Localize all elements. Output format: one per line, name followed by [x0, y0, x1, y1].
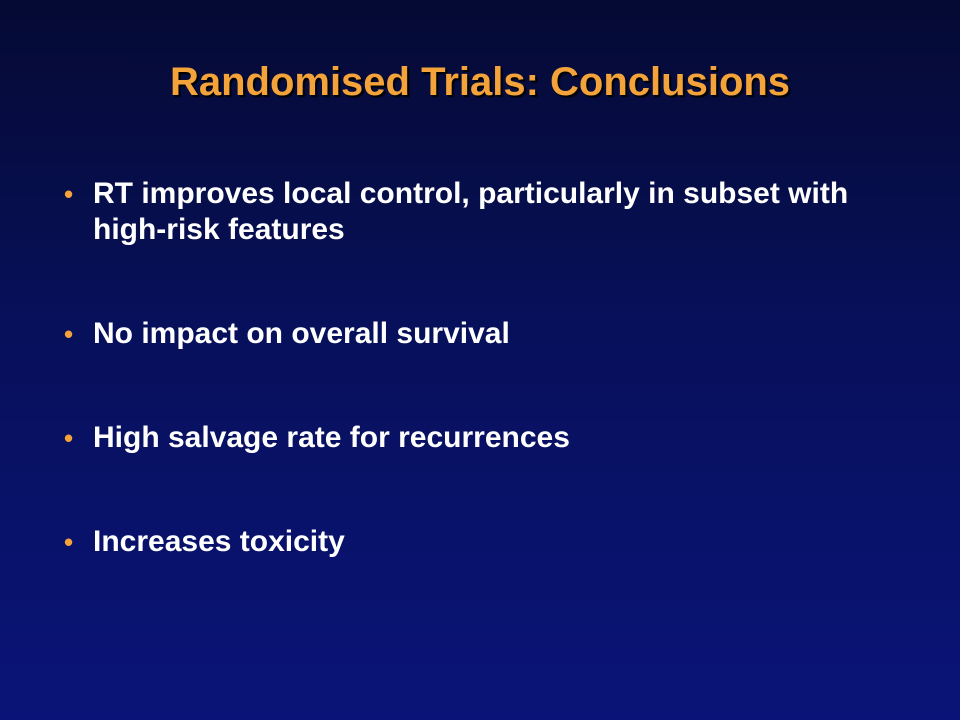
- bullet-item: • Increases toxicity: [64, 524, 904, 560]
- bullet-icon: •: [64, 423, 74, 453]
- bullet-text: Increases toxicity: [93, 525, 345, 558]
- bullet-item: • RT improves local control, particularl…: [64, 176, 904, 248]
- bullet-list: • RT improves local control, particularl…: [64, 176, 904, 628]
- bullet-text: High salvage rate for recurrences: [93, 421, 570, 454]
- slide-title: Randomised Trials: Conclusions: [169, 60, 791, 104]
- bullet-icon: •: [64, 179, 74, 209]
- bullet-item: • High salvage rate for recurrences: [64, 420, 904, 456]
- bullet-text: RT improves local control, particularly …: [93, 177, 849, 246]
- bullet-item: • No impact on overall survival: [64, 316, 904, 352]
- bullet-icon: •: [64, 527, 74, 557]
- bullet-text: No impact on overall survival: [93, 317, 510, 350]
- bullet-icon: •: [64, 319, 74, 349]
